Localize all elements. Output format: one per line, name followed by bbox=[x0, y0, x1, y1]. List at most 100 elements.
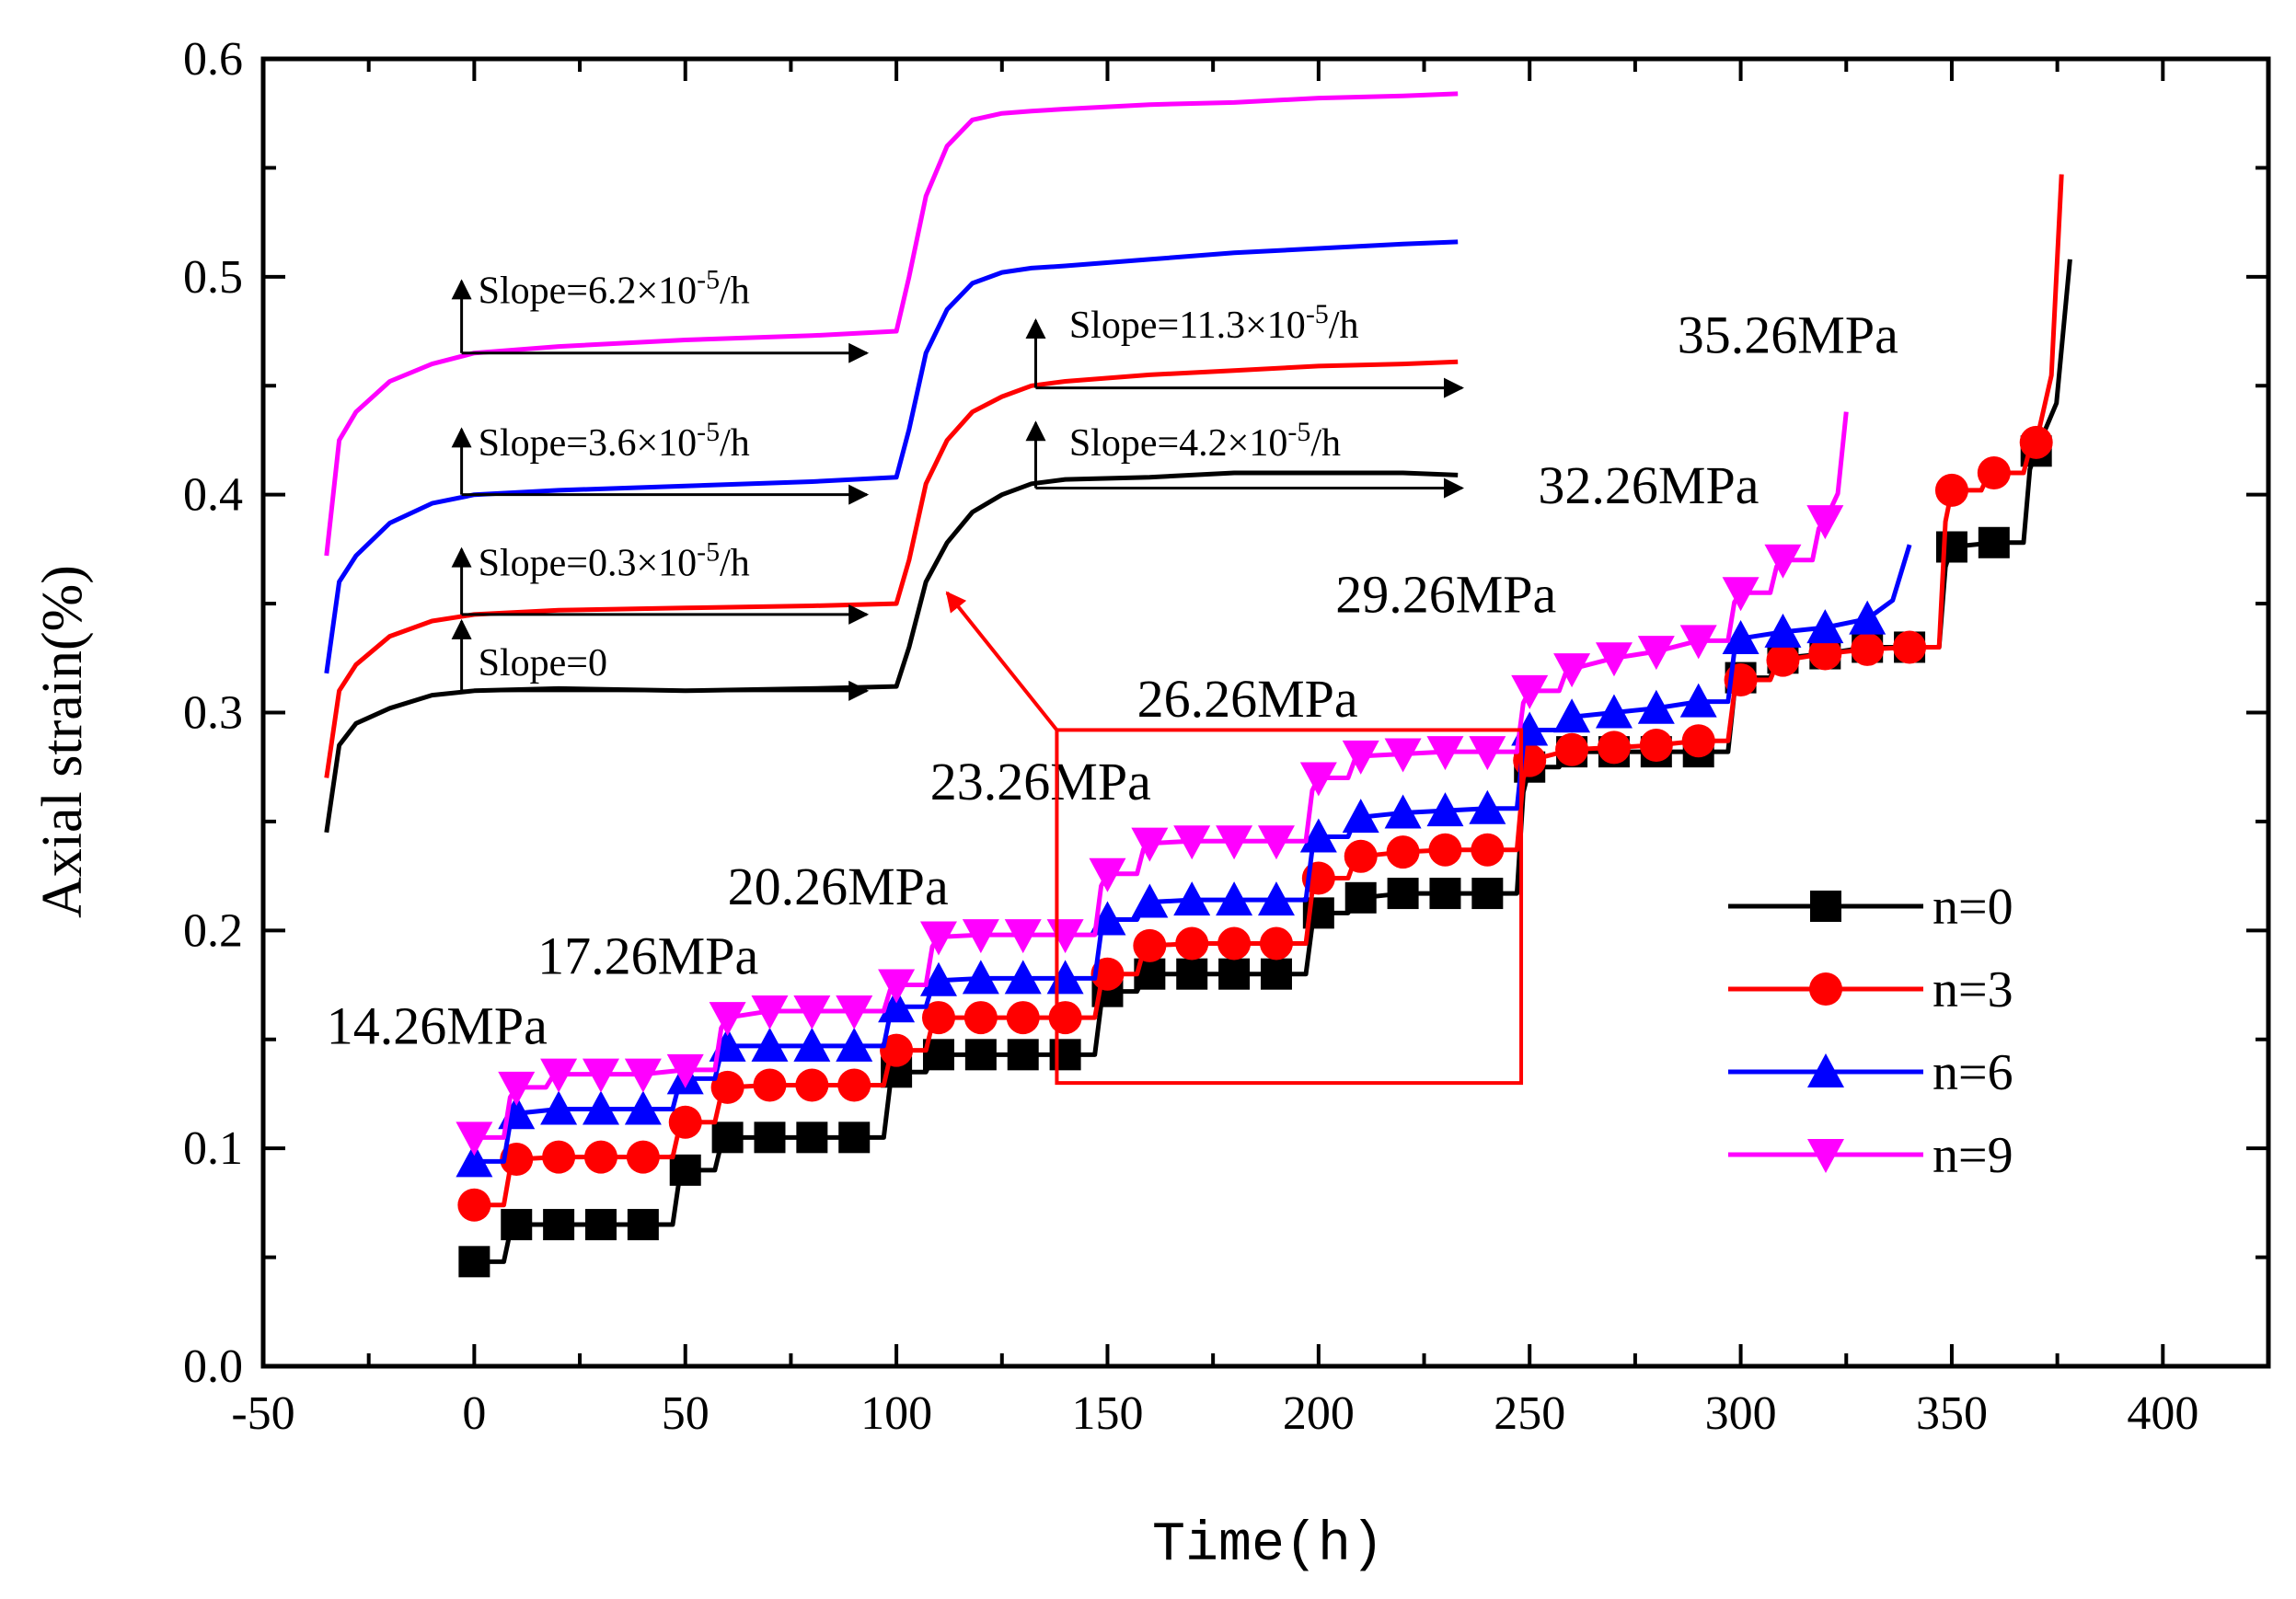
marker-n=9 bbox=[1679, 625, 1717, 660]
marker-n=0 bbox=[1978, 526, 2010, 558]
marker-n=0 bbox=[1935, 531, 1967, 563]
marker-n=3 bbox=[1471, 833, 1505, 867]
slope-label: Slope=0.3×10-5/h bbox=[479, 536, 750, 584]
legend-label: n=3 bbox=[1933, 961, 2013, 1018]
y-tick-label: 0.2 bbox=[183, 904, 243, 957]
marker-n=6 bbox=[962, 960, 999, 995]
highlight-box bbox=[945, 591, 1524, 1086]
marker-n=9 bbox=[1299, 762, 1337, 797]
stress-label: 17.26MPa bbox=[537, 926, 758, 986]
marker-n=6 bbox=[751, 1027, 789, 1062]
marker-n=3 bbox=[1259, 926, 1293, 961]
slope-exponent: -5 bbox=[697, 417, 720, 447]
marker-n=9 bbox=[1216, 825, 1253, 860]
marker-n=3 bbox=[542, 1140, 576, 1174]
y-axis-title: Axial strain(%) bbox=[31, 565, 94, 918]
slope-arrows bbox=[451, 279, 1465, 701]
marker-n=9 bbox=[540, 1058, 578, 1093]
marker-n=3 bbox=[1048, 1001, 1082, 1035]
stress-label: 26.26MPa bbox=[1137, 669, 1358, 729]
slope-base-text: Slope=11.3×10 bbox=[1069, 305, 1306, 347]
marker-n=6 bbox=[1257, 881, 1295, 916]
slope-exponent: -5 bbox=[1287, 417, 1310, 447]
slope-exponent: -5 bbox=[697, 536, 720, 567]
slope-unit: /h bbox=[720, 542, 750, 584]
x-tick-label: 400 bbox=[2127, 1387, 2198, 1440]
slope-unit: /h bbox=[1310, 422, 1341, 465]
x-tick-label: 150 bbox=[1071, 1387, 1143, 1440]
marker-n=6 bbox=[1722, 619, 1759, 654]
marker-n=6 bbox=[1637, 689, 1675, 724]
marker-n=3 bbox=[1639, 729, 1673, 763]
y-tick-label: 0.1 bbox=[183, 1122, 243, 1175]
marker-n=3 bbox=[963, 1001, 998, 1035]
slope-base-text: Slope=0.3×10 bbox=[479, 542, 698, 584]
marker-n=9 bbox=[1806, 505, 1844, 540]
x-axis-ticks: -50 0 50 100 150 200 250 300 350 400 bbox=[231, 59, 2270, 1440]
slope-label: Slope=0 bbox=[479, 642, 607, 684]
marker-n=6 bbox=[1849, 600, 1886, 635]
stress-label: 35.26MPa bbox=[1678, 305, 1898, 365]
x-tick-label: 0 bbox=[462, 1387, 486, 1440]
marker-n=3 bbox=[880, 1033, 914, 1067]
slope-label: Slope=4.2×10-5/h bbox=[1069, 417, 1341, 465]
marker-n=0 bbox=[796, 1122, 828, 1154]
legend-label: n=9 bbox=[1933, 1127, 2013, 1184]
marker-n=3 bbox=[921, 1001, 955, 1035]
marker-n=3 bbox=[583, 1140, 617, 1174]
marker-n=9 bbox=[709, 1002, 746, 1037]
marker-n=0 bbox=[1176, 958, 1208, 990]
marker-n=6 bbox=[1806, 609, 1844, 644]
marker-n=3 bbox=[500, 1143, 534, 1177]
marker-n=3 bbox=[2019, 425, 2053, 459]
stress-label: 29.26MPa bbox=[1335, 565, 1556, 625]
marker-n=3 bbox=[626, 1140, 660, 1174]
marker-n=9 bbox=[962, 919, 999, 954]
marker-n=6 bbox=[836, 1027, 873, 1062]
marker-n=9 bbox=[1722, 577, 1759, 612]
marker-n=9 bbox=[751, 995, 789, 1030]
legend-label: n=6 bbox=[1933, 1044, 2013, 1101]
inset-curve-n=6 bbox=[324, 239, 1459, 674]
marker-n=0 bbox=[458, 1246, 490, 1278]
marker-n=9 bbox=[836, 995, 873, 1030]
legend: n=0 n=3 n=6 n=9 bbox=[1728, 879, 2013, 1184]
highlight-connector bbox=[945, 591, 1058, 731]
marker-n=6 bbox=[582, 1090, 619, 1125]
stress-label: 23.26MPa bbox=[930, 752, 1151, 811]
marker-n=3 bbox=[1681, 724, 1715, 758]
x-tick-label: -50 bbox=[231, 1387, 294, 1440]
marker-n=6 bbox=[1299, 818, 1337, 853]
marker-n=3 bbox=[1428, 833, 1462, 867]
curve-n=0 bbox=[474, 259, 2072, 1264]
legend-marker-n=0 bbox=[1810, 891, 1841, 922]
x-tick-label: 50 bbox=[662, 1387, 710, 1440]
inset-curve-n=0 bbox=[324, 470, 1459, 834]
marker-n=3 bbox=[837, 1068, 871, 1102]
marker-n=3 bbox=[1386, 835, 1420, 869]
marker-n=6 bbox=[1131, 883, 1169, 918]
marker-n=9 bbox=[498, 1071, 536, 1106]
marker-n=3 bbox=[1808, 637, 1842, 671]
marker-n=0 bbox=[1387, 878, 1419, 910]
marker-n=0 bbox=[1049, 1039, 1081, 1071]
slope-label: Slope=3.6×10-5/h bbox=[479, 417, 750, 465]
marker-n=0 bbox=[711, 1122, 744, 1154]
y-tick-label: 0.5 bbox=[183, 251, 243, 304]
slope-label: Slope=11.3×10-5/h bbox=[1069, 299, 1359, 347]
x-tick-label: 250 bbox=[1494, 1387, 1565, 1440]
marker-n=3 bbox=[668, 1105, 702, 1139]
marker-n=6 bbox=[1426, 792, 1464, 827]
marker-n=3 bbox=[1977, 455, 2011, 489]
marker-n=6 bbox=[919, 961, 957, 996]
annotations: 14.26MPa 17.26MPa 20.26MPa 23.26MPa 26.26MPa… bbox=[327, 264, 1898, 1055]
marker-n=6 bbox=[540, 1090, 578, 1125]
marker-n=6 bbox=[878, 988, 916, 1023]
marker-n=3 bbox=[795, 1068, 829, 1102]
marker-n=9 bbox=[1426, 736, 1464, 771]
slope-label: Slope=6.2×10-5/h bbox=[479, 264, 750, 312]
marker-n=9 bbox=[456, 1122, 493, 1156]
marker-n=6 bbox=[624, 1090, 662, 1125]
marker-n=0 bbox=[669, 1154, 701, 1186]
y-axis-ticks: 0.0 0.1 0.2 0.3 0.4 0.5 0.6 bbox=[183, 33, 2268, 1393]
